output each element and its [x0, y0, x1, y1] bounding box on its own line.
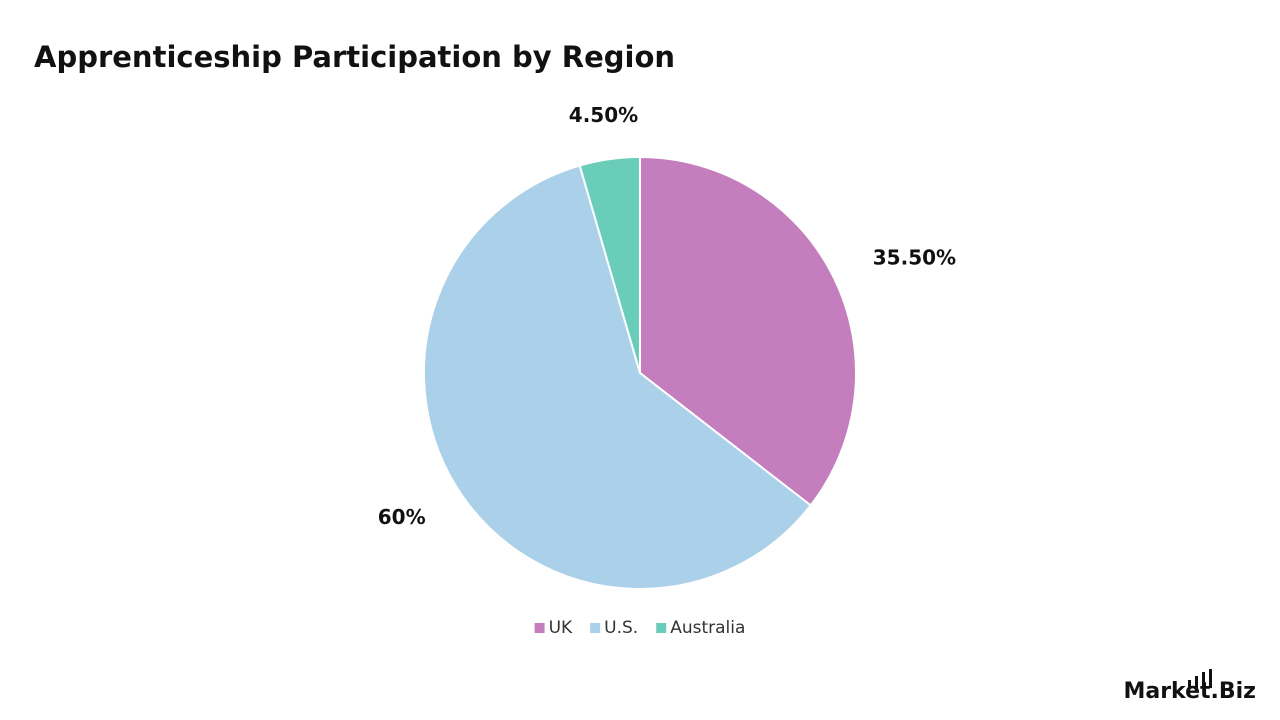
value-label: 35.50% — [873, 245, 956, 269]
pie-slice — [578, 155, 641, 374]
legend-swatch — [534, 623, 545, 633]
value-label: 4.50% — [569, 103, 638, 127]
logo-bar — [1202, 672, 1205, 688]
legend-label: Australia — [670, 618, 745, 638]
logo-text: Market.Biz — [1123, 679, 1256, 704]
legend-label: U.S. — [604, 618, 638, 638]
legend-swatch — [656, 623, 667, 633]
value-label: 60% — [378, 505, 426, 529]
logo-bar — [1209, 669, 1212, 688]
logo-bar — [1188, 680, 1191, 688]
logo: Market.Biz — [1123, 669, 1256, 704]
pie-slice — [423, 164, 813, 590]
logo-bar — [1195, 676, 1198, 688]
legend-label: UK — [549, 618, 573, 638]
chart-title: Apprenticeship Participation by Region — [34, 40, 675, 74]
legend-swatch — [590, 623, 601, 633]
pie-slice — [639, 155, 857, 507]
